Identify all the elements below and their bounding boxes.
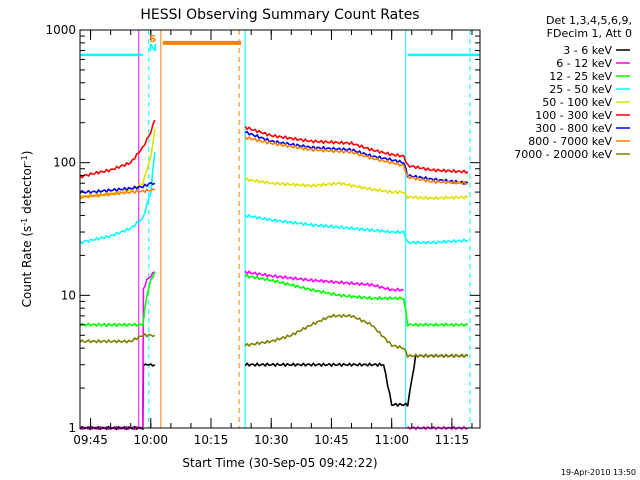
plot-frame [79,29,481,429]
legend-label-25-50-kev: 25 - 50 keV [549,83,612,96]
x-tick-label: 09:45 [73,433,108,447]
series-line-12-25-kev-seg-1 [79,271,156,328]
legend-header-line-1: Det 1,3,4,5,6,9, [546,14,632,27]
legend-label-7000-20000-kev: 7000 - 20000 keV [514,148,612,161]
series-line-800-7000-kev-seg-2 [244,136,469,185]
series-line-800-7000-kev-seg-1 [79,188,156,200]
legend-label-50-100-kev: 50 - 100 keV [542,96,612,109]
x-tick-label: 10:30 [254,433,289,447]
x-axis-label: Start Time (30-Sep-05 09:42:22) [182,456,377,470]
series-line-12-25-kev-seg-2 [244,274,469,328]
series-line-25-50-kev-seg-2 [244,214,469,245]
y-tick-label: 10 [61,288,76,302]
y-tick-label: 100 [53,156,76,170]
legend-label-12-25-kev: 12 - 25 keV [549,70,612,83]
footer-timestamp: 19-Apr-2010 13:50 [561,468,636,477]
legend: Det 1,3,4,5,6,9, FDecim 1, Att 0 3 - 6 k… [514,14,632,161]
series-line-100-300-kev-seg-2 [244,125,469,174]
chart-title: HESSI Observing Summary Count Rates [140,7,419,23]
y-tick-label: 1 [68,421,76,435]
series-line-25-50-kev-seg-1 [79,152,156,245]
legend-label-3-6-kev: 3 - 6 keV [563,44,612,57]
y-tick-label: 1000 [45,23,76,37]
series-line-300-800-kev-seg-1 [79,181,156,194]
legend-label-300-800-kev: 300 - 800 keV [535,122,612,135]
x-tick-label: 10:00 [133,433,168,447]
series-line-7000-20000-kev-seg-2 [244,313,469,359]
x-tick-label: 10:45 [314,433,349,447]
series-line-6-12-kev-seg-2 [244,270,404,292]
legend-label-6-12-kev: 6 - 12 keV [556,57,612,70]
x-tick-label: 11:15 [435,433,470,447]
x-tick-label: 10:15 [194,433,229,447]
series-line-50-100-kev-seg-2 [244,177,469,201]
legend-label-800-7000-kev: 800 - 7000 keV [528,135,612,148]
legend-header-line-2: FDecim 1, Att 0 [547,27,632,40]
annotation-s: S [149,34,156,45]
legend-label-100-300-kev: 100 - 300 keV [535,109,612,122]
x-tick-label: 11:00 [374,433,409,447]
annotation-n: N [149,43,157,54]
series-line-300-800-kev-seg-2 [244,130,469,185]
series-line-7000-20000-kev-seg-1 [79,333,156,344]
y-axis-label: Count Rate (s-1 detector-1) [20,151,35,308]
series-line-100-300-kev-seg-1 [79,119,156,179]
